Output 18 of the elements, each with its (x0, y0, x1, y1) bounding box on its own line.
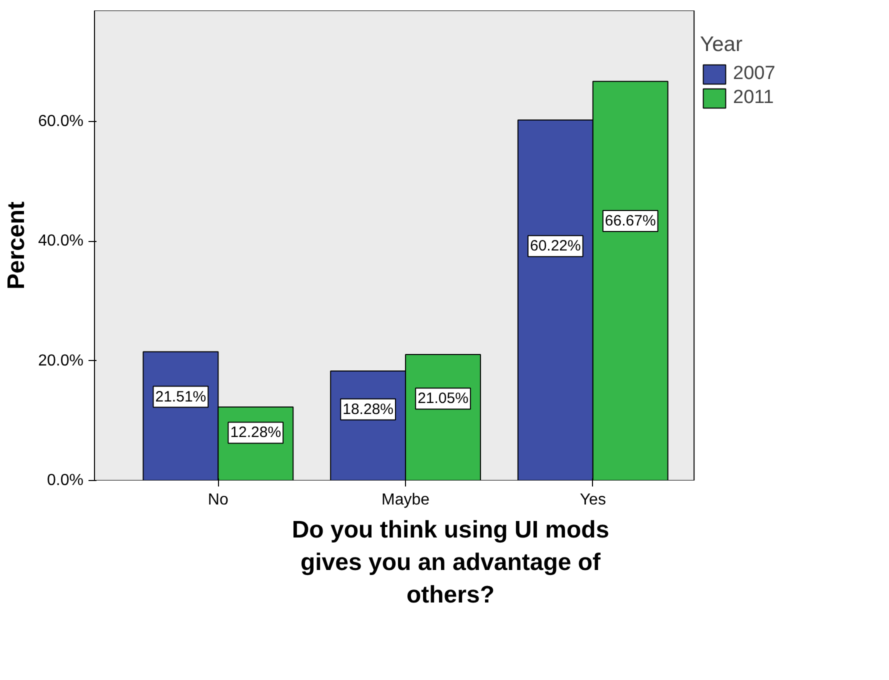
legend-title: Year (700, 33, 744, 57)
text: 12.28% (230, 424, 282, 442)
y-tick-label: 0.0% (47, 472, 84, 489)
text: 66.67% (604, 212, 656, 230)
text: 21.05% (418, 390, 468, 408)
x-tick-label: No (208, 492, 228, 508)
text: 18.28% (342, 400, 394, 418)
text: 21.51% (155, 388, 206, 406)
y-tick-label: 20.0% (38, 352, 84, 370)
y-axis-title: Percent (3, 201, 30, 290)
legend-label: 2011 (733, 86, 774, 110)
legend-label: 2007 (733, 62, 776, 86)
x-tick-label: Yes (580, 492, 606, 508)
y-tick-label: 60.0% (38, 112, 84, 130)
x-axis-title: Do you think using UI mods gives you an advantage of others? (292, 516, 610, 608)
text: 60.22% (530, 238, 581, 255)
x-tick-label: Maybe (382, 492, 430, 508)
y-tick-label: 40.0% (38, 232, 84, 250)
